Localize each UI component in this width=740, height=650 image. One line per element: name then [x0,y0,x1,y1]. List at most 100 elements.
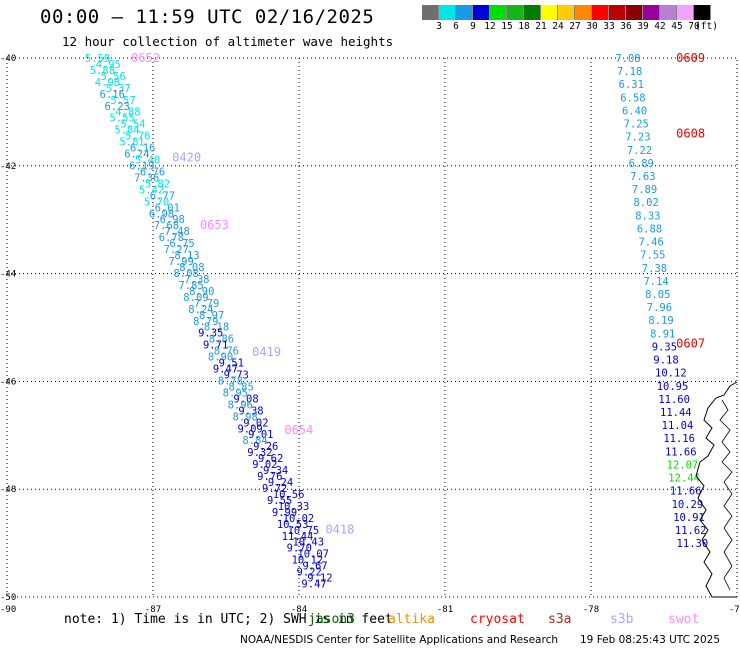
pass-time-label: 0419 [252,345,281,359]
legend-item-s3a: s3a [548,612,572,627]
wave-height-value: 9.62 [258,453,283,465]
colorbar-swatch [626,5,643,20]
x-tick-label: -84 [291,605,307,615]
colorbar-label: 36 [620,21,632,32]
wave-height-value: 9.71 [203,340,228,352]
wave-height-value: 7.63 [630,171,655,183]
wave-height-value: 10.33 [278,501,310,513]
footer-credit: NOAA/NESDIS Center for Satellite Applica… [240,634,558,646]
wave-height-value: 5.37 [105,83,130,95]
colorbar-swatch [439,5,456,20]
pass-time-label: 0608 [676,126,705,140]
wave-height-value: 10.29 [672,499,704,511]
colorbar-label: 18 [518,21,530,32]
wave-height-value: 8.97 [199,310,224,322]
wave-height-value: 9.01 [248,429,273,441]
wave-height-value: 7.79 [194,298,219,310]
wave-height-value: 5.88 [90,65,115,77]
colorbar-swatch [524,5,541,20]
wave-height-value: 5.55 [109,113,134,125]
colorbar-swatch [558,5,575,20]
wave-height-value: 5.70 [144,196,169,208]
footer-timestamp: 19 Feb 08:25:43 UTC 2025 [580,634,720,646]
pass-time-label: 0607 [676,337,705,351]
colorbar-label: 33 [603,21,615,32]
colorbar-swatch [575,5,592,20]
wave-height-value: 8.98 [233,411,258,423]
colorbar-swatch [456,5,473,20]
x-tick-label: -75 [729,605,740,615]
pass-time-label: 0654 [284,423,313,437]
wave-height-value: 11.04 [662,420,694,432]
wave-height-value: 10.12 [292,555,324,567]
legend-item-altika: altika [388,612,435,627]
plot-frame [6,57,738,598]
wave-height-value: 8.90 [189,286,214,298]
wave-height-value: 8.86 [209,334,234,346]
wave-height-value: 8.13 [174,250,199,262]
wave-height-value: 8.90 [208,352,233,364]
wave-height-value: 5.81 [119,137,144,149]
wave-height-value: 7.27 [164,244,189,256]
wave-height-value: 11.16 [663,433,695,445]
wave-height-value: 6.01 [155,202,180,214]
wave-height-value: 9.47 [213,364,238,376]
y-tick-label: -48 [0,485,16,495]
colorbar-label: 42 [654,21,666,32]
wave-height-value: 6.16 [100,89,125,101]
wave-height-value: 9.76 [257,471,282,483]
footer: NOAA/NESDIS Center for Satellite Applica… [240,634,720,646]
wave-height-value: 6.19 [129,160,154,172]
colorbar-swatch [592,5,609,20]
colorbar-label: 6 [453,21,459,32]
wave-height-value: 6.88 [637,223,662,235]
wave-height-value: 5.59 [85,53,110,65]
wave-height-value: 9.38 [238,405,263,417]
page-subtitle: 12 hour collection of altimeter wave hei… [62,34,394,49]
wave-height-value: 5.84 [114,125,139,137]
wave-height-value: 8.85 [228,381,253,393]
legend-item-swot: swot [668,612,700,627]
wave-height-value: 10.95 [657,381,689,393]
wave-height-value: 8.08 [179,262,204,274]
wave-height-value: 8.09 [183,292,208,304]
wave-height-value: 9.09 [237,423,262,435]
coastline [695,381,738,598]
wave-height-value: 7.38 [642,263,667,275]
wave-height-value: 7.36 [134,172,159,184]
y-tick-label: -42 [0,162,16,172]
wave-height-value: 8.33 [635,210,660,222]
colorbar-swatch [643,5,660,20]
wave-height-value: 9.26 [253,441,278,453]
wave-height-value: 6.76 [140,166,165,178]
corner-label: -90 [0,605,16,615]
legend-item-jason3: jason3 [308,612,355,627]
wave-height-value: 10.56 [273,489,305,501]
pass-time-label: 0418 [325,523,354,537]
wave-height-value: 9.08 [233,393,258,405]
legend-item-s3b: s3b [610,612,634,627]
wave-height-value: 7.99 [169,256,194,268]
colorbar-label: (ft) [695,21,718,32]
x-tick-label: -87 [145,605,161,615]
wave-height-value: 6.98 [160,214,185,226]
wave-height-value: 6.40 [622,105,647,117]
colorbar-label: 70 [688,21,700,32]
wave-height-value: 9.51 [219,358,244,370]
coastline-islands [719,399,733,591]
wave-height-value: 9.35 [652,341,677,353]
wave-height-value: 9.67 [302,561,327,573]
wave-height-value: 8.79 [193,316,218,328]
colorbar-label: 27 [569,21,581,32]
wave-height-value: 4.98 [95,77,120,89]
colorbar-swatch [677,5,694,20]
wave-height-value: 6.78 [159,232,184,244]
wave-height-value: 9.70 [287,543,312,555]
wave-height-value: 6.98 [149,208,174,220]
wave-height-value: 5.82 [145,178,170,190]
wave-height-value: 9.32 [247,447,272,459]
colorbar-label: 15 [501,21,513,32]
pass-time-label: 0420 [172,151,201,165]
wave-height-value: 7.18 [617,66,642,78]
